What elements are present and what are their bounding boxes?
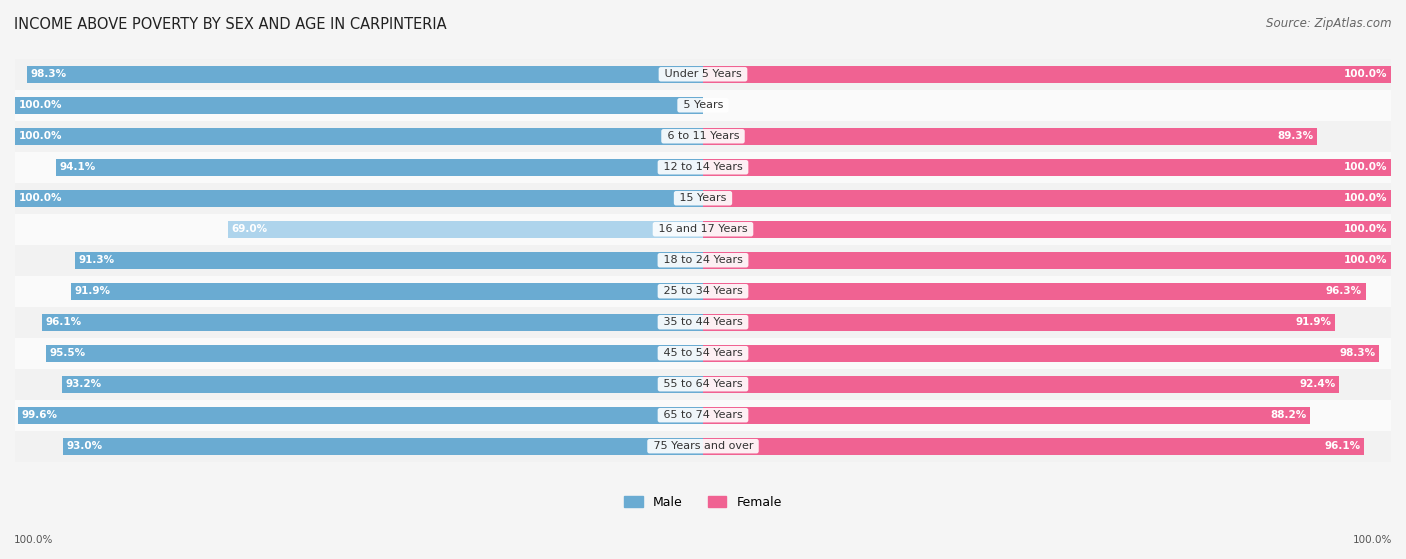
Text: 12 to 14 Years: 12 to 14 Years xyxy=(659,162,747,172)
Text: 100.0%: 100.0% xyxy=(14,535,53,545)
Bar xyxy=(15,97,703,114)
Text: 89.3%: 89.3% xyxy=(1278,131,1315,141)
Bar xyxy=(228,221,703,238)
Text: 75 Years and over: 75 Years and over xyxy=(650,441,756,451)
Legend: Male, Female: Male, Female xyxy=(619,491,787,514)
Text: 95.5%: 95.5% xyxy=(49,348,86,358)
Bar xyxy=(27,66,703,83)
Bar xyxy=(15,369,1391,400)
Text: 96.3%: 96.3% xyxy=(1326,286,1362,296)
Text: 100.0%: 100.0% xyxy=(1344,255,1388,265)
Bar xyxy=(703,376,1339,393)
Bar xyxy=(56,159,703,176)
Text: 100.0%: 100.0% xyxy=(1344,224,1388,234)
Text: INCOME ABOVE POVERTY BY SEX AND AGE IN CARPINTERIA: INCOME ABOVE POVERTY BY SEX AND AGE IN C… xyxy=(14,17,447,32)
Text: 45 to 54 Years: 45 to 54 Years xyxy=(659,348,747,358)
Text: 93.0%: 93.0% xyxy=(66,441,103,451)
Text: 65 to 74 Years: 65 to 74 Years xyxy=(659,410,747,420)
Bar xyxy=(15,276,1391,307)
Bar xyxy=(42,314,703,331)
Bar xyxy=(703,252,1391,269)
Bar xyxy=(18,407,703,424)
Text: 98.3%: 98.3% xyxy=(1340,348,1376,358)
Bar xyxy=(703,159,1391,176)
Bar xyxy=(703,314,1336,331)
Text: 94.1%: 94.1% xyxy=(59,162,96,172)
Text: 100.0%: 100.0% xyxy=(1344,162,1388,172)
Bar xyxy=(703,221,1391,238)
Bar xyxy=(62,376,703,393)
Bar xyxy=(15,307,1391,338)
Bar xyxy=(15,430,1391,462)
Bar xyxy=(63,438,703,454)
Bar xyxy=(15,338,1391,369)
Bar xyxy=(15,90,1391,121)
Text: 96.1%: 96.1% xyxy=(45,317,82,327)
Bar xyxy=(703,190,1391,207)
Text: 91.9%: 91.9% xyxy=(75,286,110,296)
Text: 99.6%: 99.6% xyxy=(21,410,58,420)
Text: Under 5 Years: Under 5 Years xyxy=(661,69,745,79)
Text: 100.0%: 100.0% xyxy=(18,193,62,203)
Text: Source: ZipAtlas.com: Source: ZipAtlas.com xyxy=(1267,17,1392,30)
Text: 18 to 24 Years: 18 to 24 Years xyxy=(659,255,747,265)
Text: 100.0%: 100.0% xyxy=(18,131,62,141)
Bar xyxy=(46,345,703,362)
Text: 93.2%: 93.2% xyxy=(65,379,101,389)
Text: 5 Years: 5 Years xyxy=(679,100,727,110)
Bar xyxy=(703,128,1317,145)
Bar xyxy=(15,190,703,207)
Text: 100.0%: 100.0% xyxy=(18,100,62,110)
Bar xyxy=(15,59,1391,90)
Text: 91.3%: 91.3% xyxy=(79,255,114,265)
Text: 69.0%: 69.0% xyxy=(232,224,269,234)
Bar xyxy=(15,214,1391,245)
Bar xyxy=(15,245,1391,276)
Text: 6 to 11 Years: 6 to 11 Years xyxy=(664,131,742,141)
Text: 100.0%: 100.0% xyxy=(1344,69,1388,79)
Bar xyxy=(75,252,703,269)
Text: 55 to 64 Years: 55 to 64 Years xyxy=(659,379,747,389)
Text: 96.1%: 96.1% xyxy=(1324,441,1361,451)
Bar xyxy=(15,128,703,145)
Text: 100.0%: 100.0% xyxy=(1344,193,1388,203)
Bar xyxy=(703,345,1379,362)
Text: 25 to 34 Years: 25 to 34 Years xyxy=(659,286,747,296)
Text: 88.2%: 88.2% xyxy=(1270,410,1306,420)
Bar xyxy=(15,151,1391,183)
Bar xyxy=(15,400,1391,430)
Text: 91.9%: 91.9% xyxy=(1296,317,1331,327)
Bar xyxy=(703,438,1364,454)
Text: 92.4%: 92.4% xyxy=(1299,379,1336,389)
Bar xyxy=(703,66,1391,83)
Bar xyxy=(15,121,1391,151)
Text: 100.0%: 100.0% xyxy=(1353,535,1392,545)
Bar xyxy=(70,283,703,300)
Bar xyxy=(703,407,1310,424)
Text: 15 Years: 15 Years xyxy=(676,193,730,203)
Bar xyxy=(15,183,1391,214)
Bar xyxy=(703,283,1365,300)
Text: 98.3%: 98.3% xyxy=(30,69,66,79)
Text: 16 and 17 Years: 16 and 17 Years xyxy=(655,224,751,234)
Text: 35 to 44 Years: 35 to 44 Years xyxy=(659,317,747,327)
